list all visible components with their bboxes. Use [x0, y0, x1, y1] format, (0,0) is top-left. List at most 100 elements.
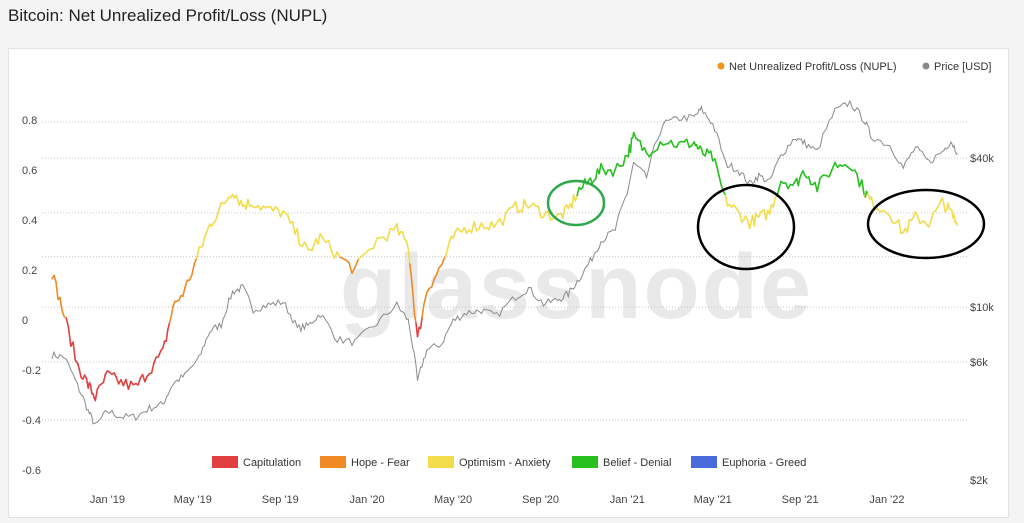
nupl-segment [330, 250, 336, 259]
nupl-segment [127, 380, 132, 391]
nupl-segment [594, 168, 599, 180]
nupl-segment [424, 291, 428, 301]
legend-swatch-capitulation [212, 456, 238, 468]
chart-panel [8, 48, 1009, 518]
nupl-segment [571, 194, 575, 209]
nupl-segment [452, 230, 457, 239]
nupl-segment [614, 162, 619, 171]
nupl-segment [201, 236, 206, 247]
nupl-segment [178, 294, 182, 302]
nupl-segment [115, 376, 120, 385]
y-right-tick-label: $40k [970, 153, 994, 165]
nupl-segment [685, 138, 691, 149]
nupl-segment [562, 206, 566, 219]
x-axis: Jan '19 May '19 Sep '19 Jan '20 May '20 Sep '… [90, 494, 905, 506]
nupl-segment [141, 373, 146, 383]
nupl-segment [446, 240, 451, 251]
nupl-segment [333, 251, 339, 259]
legend-label-belief_denial: Belief - Denial [603, 457, 671, 469]
nupl-segment [675, 141, 681, 149]
nupl-segment [495, 218, 501, 225]
chart-title: Bitcoin: Net Unrealized Profit/Loss (NUP… [8, 6, 328, 25]
nupl-segment [421, 304, 425, 319]
nupl-segment [172, 300, 176, 308]
nupl-segment [59, 296, 63, 312]
nupl-segment [214, 214, 219, 222]
nupl-segment [305, 243, 309, 251]
nupl-segment [797, 177, 801, 187]
nupl-segment [76, 362, 81, 371]
nupl-segment [405, 240, 410, 250]
nupl-segment [440, 259, 445, 266]
nupl-segment [547, 210, 552, 221]
nupl-segment [168, 315, 172, 324]
nupl-segment [718, 175, 723, 186]
y-right-tick-label: $10k [970, 302, 994, 314]
nupl-segment [311, 243, 315, 252]
legend-price-marker [922, 62, 930, 70]
x-tick-label: Jan '20 [349, 494, 384, 506]
y-left-tick-label: 0.2 [22, 265, 37, 277]
annotation-green-circle [546, 179, 606, 227]
legend-swatch-euphoria_greed [691, 456, 717, 468]
nupl-segment [488, 220, 493, 231]
nupl-segment [408, 263, 413, 279]
nupl-segment [319, 232, 324, 239]
nupl-segment [216, 207, 221, 217]
nupl-segment [162, 340, 166, 349]
nupl-segment [598, 163, 602, 175]
x-tick-label: Sep '21 [782, 494, 819, 506]
nupl-segment [947, 202, 951, 210]
nupl-segment [410, 276, 414, 295]
nupl-segment [188, 273, 193, 281]
left-axis: 0.8 0.6 0.4 0.2 0 -0.2 -0.4 -0.6 [22, 115, 41, 477]
nupl-segment [928, 219, 932, 228]
nupl-segment [753, 212, 757, 227]
nupl-segment [860, 179, 866, 196]
nupl-segment [137, 377, 142, 386]
nupl-segment [816, 177, 822, 193]
nupl-segment [670, 139, 675, 148]
nupl-segment [942, 202, 947, 213]
nupl-segment [401, 231, 406, 240]
nupl-segment [612, 168, 617, 177]
nupl-segment [916, 215, 921, 225]
nupl-segment [184, 279, 189, 289]
nupl-segment [277, 208, 282, 218]
y-right-tick-label: $6k [970, 357, 988, 369]
price-line [51, 99, 958, 425]
nupl-segment [906, 219, 911, 233]
nupl-segment [505, 207, 511, 213]
x-tick-label: Sep '20 [522, 494, 559, 506]
nupl-segment [286, 214, 292, 224]
watermark: glassnode [340, 236, 813, 338]
nupl-segment [473, 221, 478, 232]
nupl-segment [448, 235, 453, 243]
nupl-segment [422, 298, 427, 307]
legend-swatch-optimism_anxiety [428, 456, 454, 468]
nupl-segment [182, 286, 186, 297]
nupl-segment [150, 362, 155, 374]
legend-label-optimism_anxiety: Optimism - Anxiety [459, 457, 551, 469]
nupl-segment [412, 292, 416, 315]
nupl-segment [748, 220, 753, 230]
x-tick-label: May '21 [694, 494, 732, 506]
nupl-segment [170, 306, 174, 318]
x-tick-label: May '19 [174, 494, 212, 506]
nupl-segment [656, 141, 662, 151]
y-left-tick-label: -0.2 [22, 365, 41, 377]
nupl-segment [856, 173, 861, 188]
nupl-segment [125, 378, 130, 391]
legend-nupl-marker [717, 62, 725, 70]
nupl-segment [784, 182, 789, 190]
nupl-segment [574, 194, 579, 202]
annotations [546, 179, 986, 271]
nupl-segment [470, 221, 475, 234]
nupl-segment [396, 223, 400, 236]
nupl-segment [514, 201, 519, 214]
nupl-segment [365, 248, 371, 254]
nupl-segment [240, 200, 244, 207]
y-left-tick-label: 0.6 [22, 165, 37, 177]
nupl-segment [834, 161, 839, 169]
